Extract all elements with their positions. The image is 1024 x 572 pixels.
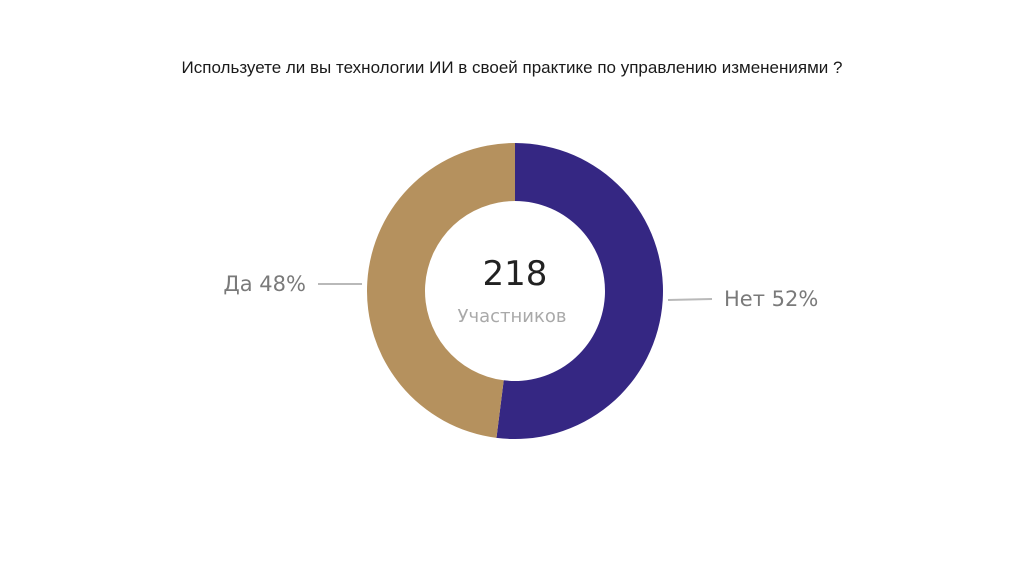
leader-lines [318, 283, 713, 301]
slice-label-net: Нет 52% [724, 287, 818, 311]
center-label: Участников [458, 306, 567, 327]
leader-line-net [667, 298, 713, 301]
donut-slices [366, 143, 663, 439]
slice-da [366, 143, 515, 438]
center-value: 218 [483, 254, 548, 294]
chart-title: Используете ли вы технологии ИИ в своей … [181, 58, 843, 77]
slice-net [496, 143, 663, 439]
slice-label-da: Да 48% [223, 272, 306, 296]
